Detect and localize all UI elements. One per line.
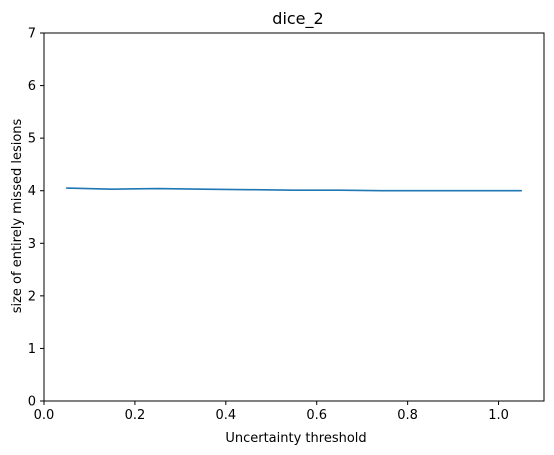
plot-frame: [43, 32, 545, 402]
y-tick-label: 3: [28, 237, 36, 252]
x-tick-label: 0.8: [397, 408, 418, 423]
x-tick-label: 1.0: [488, 408, 509, 423]
y-tick-label: 6: [28, 79, 36, 94]
y-tick-label: 4: [28, 184, 36, 199]
x-tick-label: 0.2: [125, 408, 146, 423]
x-axis: 0.0 0.2 0.4 0.6 0.8 1.0: [34, 401, 509, 423]
y-tick-label: 0: [28, 395, 36, 410]
y-tick-label: 5: [28, 132, 36, 147]
chart-title: dice_2: [272, 9, 323, 29]
x-axis-label: Uncertainty threshold: [225, 431, 366, 446]
y-axis-label: size of entirely missed lesions: [10, 118, 25, 313]
y-tick-label: 7: [28, 27, 36, 42]
x-tick-label: 0.4: [215, 408, 236, 423]
x-tick-label: 0.6: [306, 408, 327, 423]
y-tick-label: 1: [28, 342, 36, 357]
plot-area: [65, 187, 523, 192]
x-tick-label: 0.0: [34, 408, 55, 423]
y-tick-label: 2: [28, 289, 36, 304]
y-axis: 0 1 2 3 4 5 6 7: [28, 27, 44, 410]
series-line: [65, 187, 523, 192]
